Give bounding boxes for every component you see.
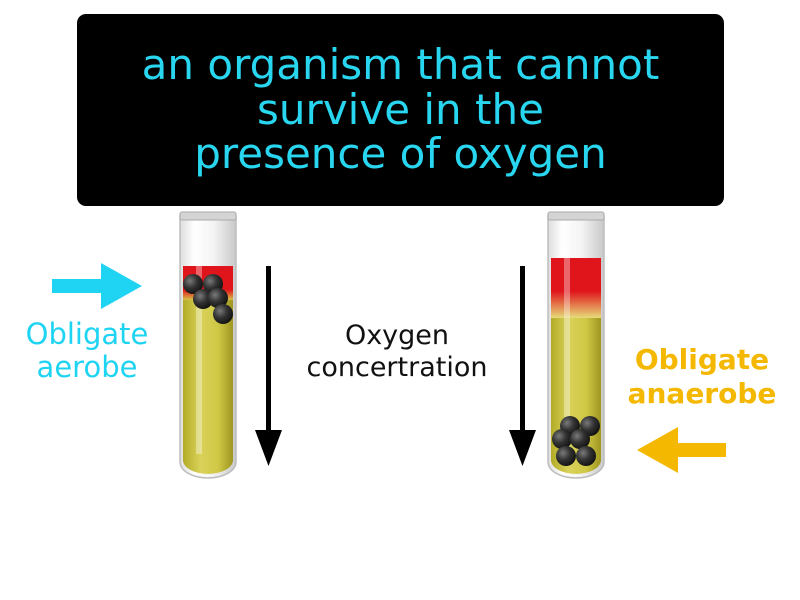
definition-line-1: an organism that cannot bbox=[141, 40, 660, 90]
aerobe-pointer-arrow bbox=[52, 263, 142, 309]
obligate-anaerobe-label: Obligate anaerobe bbox=[612, 343, 792, 410]
aerobe-label-line-1: Obligate bbox=[25, 317, 149, 351]
anaerobe-label-line-1: Obligate bbox=[634, 343, 770, 376]
center-label-line-1: Oxygen bbox=[344, 320, 450, 351]
left-test-tube bbox=[179, 211, 237, 479]
anaerobe-pointer-arrow bbox=[637, 427, 726, 473]
oxygen-arrow-left bbox=[255, 266, 282, 466]
oxygen-arrow-right bbox=[509, 266, 536, 466]
right-test-tube bbox=[547, 211, 605, 479]
bacteria-cluster bbox=[552, 416, 600, 466]
definition-line-3: presence of oxygen bbox=[194, 129, 607, 179]
bacteria-cluster bbox=[183, 274, 233, 324]
obligate-aerobe-label: Obligate aerobe bbox=[10, 317, 164, 385]
oxygen-concentration-label: Oxygen concertration bbox=[282, 320, 512, 385]
center-label-line-2: concertration bbox=[306, 352, 488, 384]
oxygen-zone bbox=[551, 258, 601, 318]
definition-box: an organism that cannot survive in the p… bbox=[77, 14, 724, 206]
anaerobe-label-line-2: anaerobe bbox=[627, 376, 777, 410]
definition-line-2: survive in the bbox=[257, 84, 544, 134]
aerobe-label-line-2: aerobe bbox=[36, 350, 138, 385]
